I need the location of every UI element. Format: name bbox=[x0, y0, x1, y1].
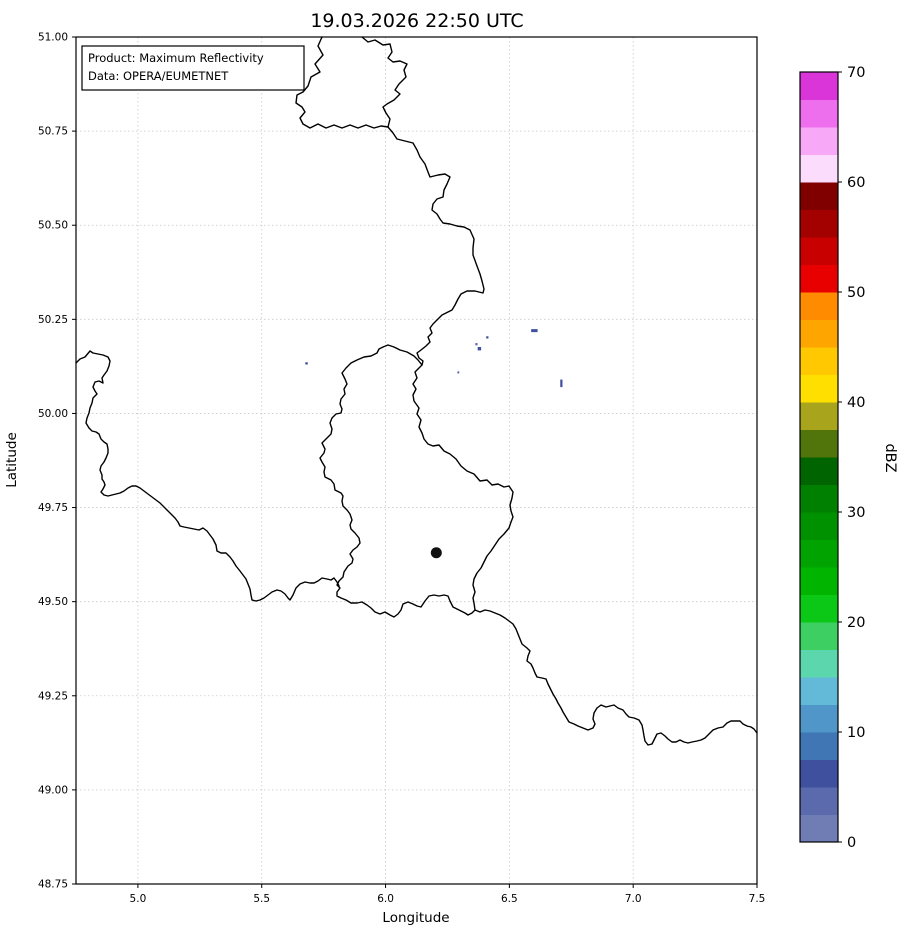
tick-labels: 5.0 5.5 6.0 6.5 7.0 7.5 48.75 49.00 49.25 49.50 49… bbox=[38, 32, 765, 906]
x-tick-label: 6.0 bbox=[377, 893, 394, 905]
border-be-de bbox=[387, 126, 485, 366]
border-luxembourg bbox=[319, 344, 514, 618]
colorbar-tick-label: 0 bbox=[847, 835, 856, 851]
x-tick-label: 7.5 bbox=[749, 893, 766, 905]
colorbar-tick-label: 30 bbox=[847, 505, 865, 521]
colorbar-cell bbox=[800, 594, 838, 623]
radar-site-marker-layer bbox=[430, 547, 442, 559]
x-tick-label: 6.5 bbox=[501, 893, 518, 905]
y-tick-label: 49.00 bbox=[38, 784, 68, 796]
colorbar-cell bbox=[800, 567, 838, 595]
colorbar-cell bbox=[800, 759, 838, 788]
annotation-data-line: Data: OPERA/EUMETNET bbox=[88, 69, 229, 83]
colorbar-cell bbox=[800, 484, 838, 513]
radar-echo bbox=[560, 379, 563, 388]
y-tick-label: 50.00 bbox=[38, 408, 68, 420]
page-title: 19.03.2026 22:50 UTC bbox=[310, 10, 523, 32]
colorbar-cell bbox=[800, 292, 838, 320]
colorbar-tick-label: 20 bbox=[847, 615, 865, 631]
colorbar-cell bbox=[800, 264, 838, 293]
radar-echo bbox=[486, 336, 489, 339]
colorbar-label: dBZ bbox=[882, 443, 898, 472]
axes-spines-ticks bbox=[72, 36, 758, 888]
y-tick-label: 49.75 bbox=[38, 502, 68, 514]
colorbar-tick-label: 60 bbox=[847, 175, 865, 191]
colorbar-cell bbox=[800, 374, 838, 403]
y-axis-label: Latitude bbox=[4, 432, 20, 488]
y-tick-label: 49.25 bbox=[38, 690, 68, 702]
grid-lines bbox=[76, 37, 757, 884]
colorbar-cell bbox=[800, 539, 838, 568]
colorbar-cell bbox=[800, 72, 838, 100]
border-nl-de-east bbox=[361, 36, 408, 128]
colorbar-cell bbox=[800, 237, 838, 265]
colorbar-cell bbox=[800, 704, 838, 733]
x-tick-label: 7.0 bbox=[625, 893, 642, 905]
y-tick-label: 50.50 bbox=[38, 220, 68, 232]
y-tick-label: 50.75 bbox=[38, 126, 68, 138]
colorbar-cell bbox=[800, 127, 838, 155]
radar-echo bbox=[477, 347, 482, 351]
annotation-box-frame bbox=[81, 45, 305, 91]
colorbar-frame bbox=[799, 71, 839, 843]
colorbar-tick-label: 10 bbox=[847, 725, 865, 741]
y-tick-label: 50.25 bbox=[38, 314, 68, 326]
y-tick-label: 49.50 bbox=[38, 596, 68, 608]
colorbar-cell bbox=[800, 512, 838, 540]
radar-echo bbox=[305, 362, 308, 365]
colorbar: 0 10 20 30 40 50 60 70 bbox=[799, 65, 865, 851]
colorbar-cell bbox=[800, 402, 838, 430]
colorbar-cell bbox=[800, 622, 838, 650]
colorbar-cell bbox=[800, 457, 838, 485]
colorbar-cell bbox=[800, 429, 838, 458]
colorbar-cell bbox=[800, 814, 838, 843]
radar-echo bbox=[457, 371, 460, 374]
annotation-box: Product: Maximum Reflectivity Data: OPER… bbox=[81, 45, 305, 91]
colorbar-cell bbox=[800, 154, 838, 183]
colorbar-cell bbox=[800, 732, 838, 760]
radar-echo-layer bbox=[305, 329, 563, 388]
colorbar-cell bbox=[800, 649, 838, 678]
y-tick-label: 48.75 bbox=[38, 879, 68, 891]
radar-echo bbox=[531, 329, 538, 333]
border-fr-be bbox=[75, 350, 340, 602]
radar-site-marker bbox=[430, 547, 442, 559]
colorbar-cell bbox=[800, 319, 838, 348]
colorbar-tick-label: 70 bbox=[847, 65, 865, 81]
x-tick-label: 5.5 bbox=[253, 893, 270, 905]
colorbar-cell bbox=[800, 182, 838, 210]
colorbar-tick-label: 50 bbox=[847, 285, 865, 301]
plot-frame bbox=[75, 36, 758, 885]
colorbar-tick-label: 40 bbox=[847, 395, 865, 411]
colorbar-cell bbox=[800, 787, 838, 815]
border-nl-be-west bbox=[295, 36, 389, 129]
colorbar-cell bbox=[800, 99, 838, 128]
annotation-product-line: Product: Maximum Reflectivity bbox=[88, 51, 264, 65]
colorbar-cell bbox=[800, 677, 838, 705]
radar-echo bbox=[475, 343, 478, 346]
y-tick-label: 51.00 bbox=[38, 32, 68, 44]
border-fr-de bbox=[474, 609, 758, 746]
country-borders bbox=[75, 36, 758, 746]
colorbar-cell bbox=[800, 209, 838, 238]
x-tick-label: 5.0 bbox=[130, 893, 147, 905]
colorbar-cell bbox=[800, 347, 838, 375]
x-axis-label: Longitude bbox=[382, 910, 449, 926]
